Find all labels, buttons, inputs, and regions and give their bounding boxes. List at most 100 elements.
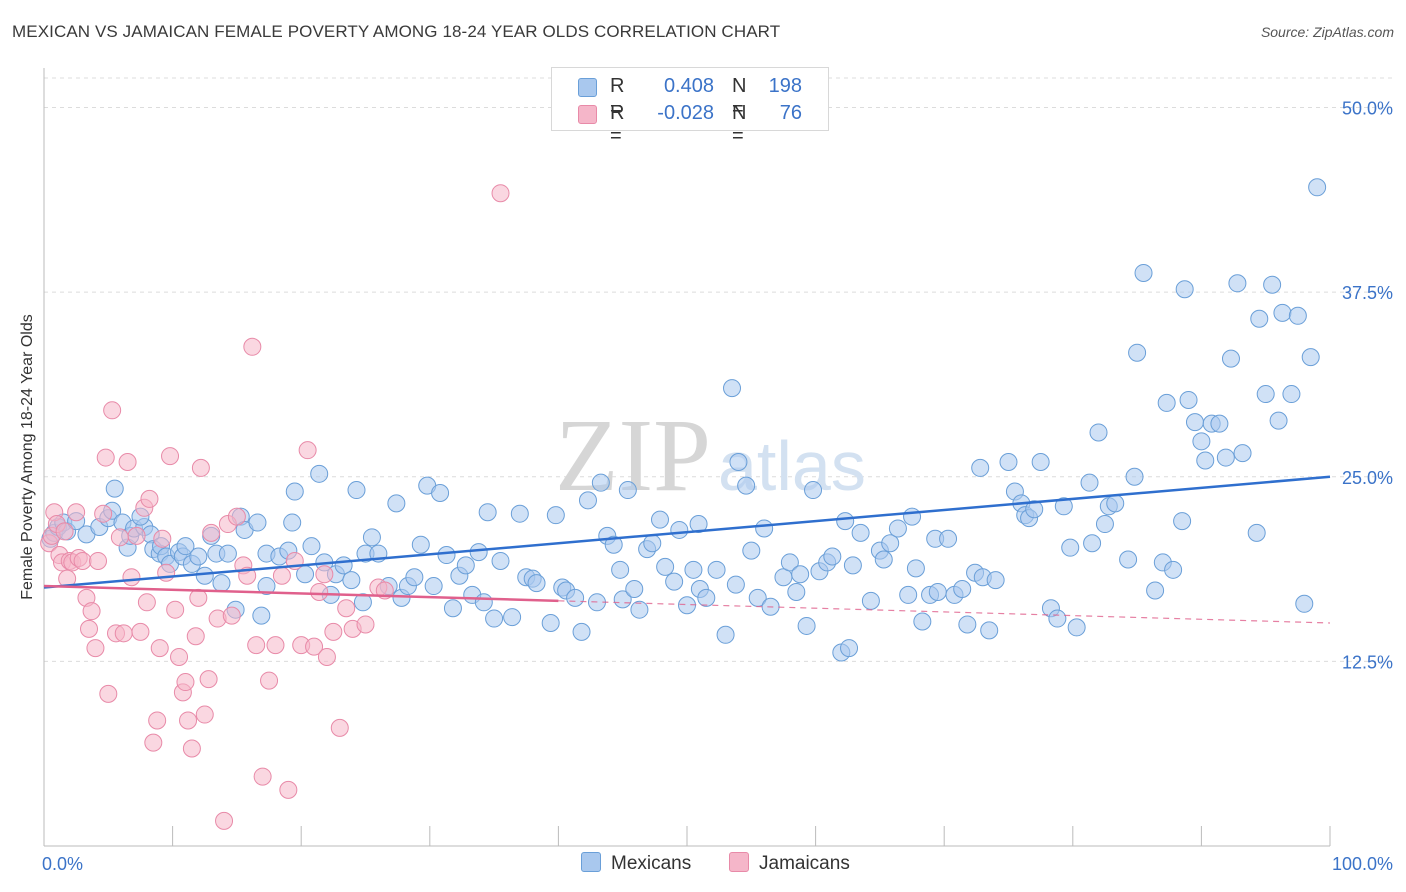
mexican-point bbox=[1031, 453, 1050, 471]
mexican-point bbox=[1216, 448, 1235, 467]
mexican-point bbox=[618, 481, 637, 500]
mexican-point bbox=[1061, 538, 1080, 557]
jamaican-point bbox=[96, 448, 115, 467]
mexican-point bbox=[1054, 497, 1073, 516]
jamaicans-trend-extension bbox=[558, 600, 1331, 624]
jamaican-point bbox=[215, 811, 234, 830]
jamaican-point bbox=[186, 627, 205, 646]
mexican-point bbox=[1025, 500, 1044, 519]
mexican-point bbox=[613, 590, 632, 609]
mexican-point bbox=[252, 606, 271, 625]
mexican-point bbox=[861, 591, 880, 610]
mexican-point bbox=[176, 537, 195, 556]
jamaican-point bbox=[337, 599, 356, 618]
jamaican-point bbox=[114, 624, 133, 643]
mexican-point bbox=[527, 574, 546, 593]
mexican-point bbox=[1179, 390, 1198, 409]
jamaican-point bbox=[161, 447, 180, 466]
trend-layer bbox=[43, 475, 1331, 624]
mexican-point bbox=[431, 484, 450, 503]
mexican-point bbox=[1247, 523, 1266, 542]
jamaican-point bbox=[315, 565, 334, 584]
mexican-point bbox=[411, 535, 430, 554]
tick-layer: 12.5% 25.0% 37.5% 50.0% 0.0% 100.0% bbox=[42, 99, 1393, 874]
n-value: 76 bbox=[779, 102, 802, 124]
mexican-point bbox=[1083, 534, 1102, 553]
mexican-point bbox=[491, 551, 510, 570]
mexican-point bbox=[958, 615, 977, 634]
jamaican-point bbox=[73, 551, 92, 570]
y-tick-label: 25.0% bbox=[1342, 468, 1393, 488]
legend-item-jamaicans[interactable]: Jamaicans bbox=[729, 852, 850, 875]
jamaican-point bbox=[127, 526, 146, 545]
jamaican-point bbox=[140, 489, 159, 508]
jamaican-point bbox=[266, 636, 285, 655]
mexican-point bbox=[1128, 343, 1147, 362]
mexican-point bbox=[737, 476, 756, 495]
mexican-point bbox=[572, 622, 591, 641]
mexican-point bbox=[437, 546, 456, 565]
jamaicans-swatch bbox=[729, 852, 749, 872]
mexican-point bbox=[650, 510, 669, 529]
legend-item-mexicans[interactable]: Mexicans bbox=[581, 852, 691, 875]
mexican-point bbox=[248, 513, 267, 532]
jamaican-point bbox=[247, 636, 266, 655]
jamaican-point bbox=[356, 615, 375, 634]
jamaican-point bbox=[166, 600, 185, 619]
jamaican-point bbox=[118, 453, 137, 471]
jamaican-point bbox=[202, 523, 221, 542]
mexican-point bbox=[729, 453, 748, 471]
mexican-point bbox=[928, 582, 947, 601]
mexican-point bbox=[212, 574, 231, 593]
jamaican-point bbox=[260, 671, 279, 690]
jamaican-point bbox=[153, 529, 172, 548]
mexicans-swatch bbox=[578, 78, 597, 97]
mexican-point bbox=[670, 520, 689, 539]
mexican-point bbox=[986, 571, 1005, 590]
jamaican-point bbox=[330, 718, 349, 737]
mexican-point bbox=[823, 547, 842, 566]
mexican-point bbox=[1089, 423, 1108, 442]
jamaican-point bbox=[222, 606, 241, 625]
mexican-point bbox=[1196, 451, 1215, 470]
mexican-point bbox=[630, 600, 649, 619]
mexican-point bbox=[1282, 385, 1301, 404]
mexican-point bbox=[1125, 467, 1144, 486]
mexican-point bbox=[723, 379, 742, 398]
legend-label-jamaicans: Jamaicans bbox=[759, 853, 850, 874]
r-label: R = bbox=[610, 102, 625, 147]
mexican-point bbox=[881, 534, 900, 553]
chart-title: MEXICAN VS JAMAICAN FEMALE POVERTY AMONG… bbox=[12, 22, 781, 41]
jamaican-point bbox=[298, 441, 317, 460]
mexican-point bbox=[843, 556, 862, 575]
source-label: Source: ZipAtlas.com bbox=[1260, 24, 1394, 40]
mexican-point bbox=[697, 588, 716, 607]
mexican-point bbox=[836, 512, 855, 531]
jamaican-point bbox=[305, 637, 324, 656]
mexican-point bbox=[405, 568, 424, 587]
jamaican-point bbox=[179, 711, 198, 730]
mexican-point bbox=[1134, 263, 1153, 282]
mexican-point bbox=[953, 580, 972, 599]
mexican-point bbox=[469, 543, 488, 562]
mexican-point bbox=[804, 481, 823, 500]
mexican-point bbox=[503, 608, 522, 627]
mexican-point bbox=[353, 593, 372, 612]
jamaican-point bbox=[131, 622, 150, 641]
mexican-point bbox=[1146, 581, 1165, 600]
mexican-point bbox=[1080, 473, 1099, 492]
mexican-point bbox=[939, 529, 958, 548]
jamaican-point bbox=[243, 337, 262, 356]
mexican-point bbox=[791, 565, 810, 584]
jamaican-point bbox=[67, 503, 86, 522]
mexican-point bbox=[1269, 411, 1288, 430]
n-label: N = bbox=[732, 102, 747, 147]
mexican-point bbox=[1173, 512, 1192, 531]
mexican-point bbox=[643, 534, 662, 553]
mexican-point bbox=[1308, 178, 1327, 197]
jamaican-point bbox=[144, 733, 163, 752]
n-label: N = bbox=[732, 75, 747, 120]
mexican-point bbox=[840, 639, 859, 658]
jamaican-point bbox=[103, 401, 122, 420]
mexicans-swatch bbox=[581, 852, 601, 872]
